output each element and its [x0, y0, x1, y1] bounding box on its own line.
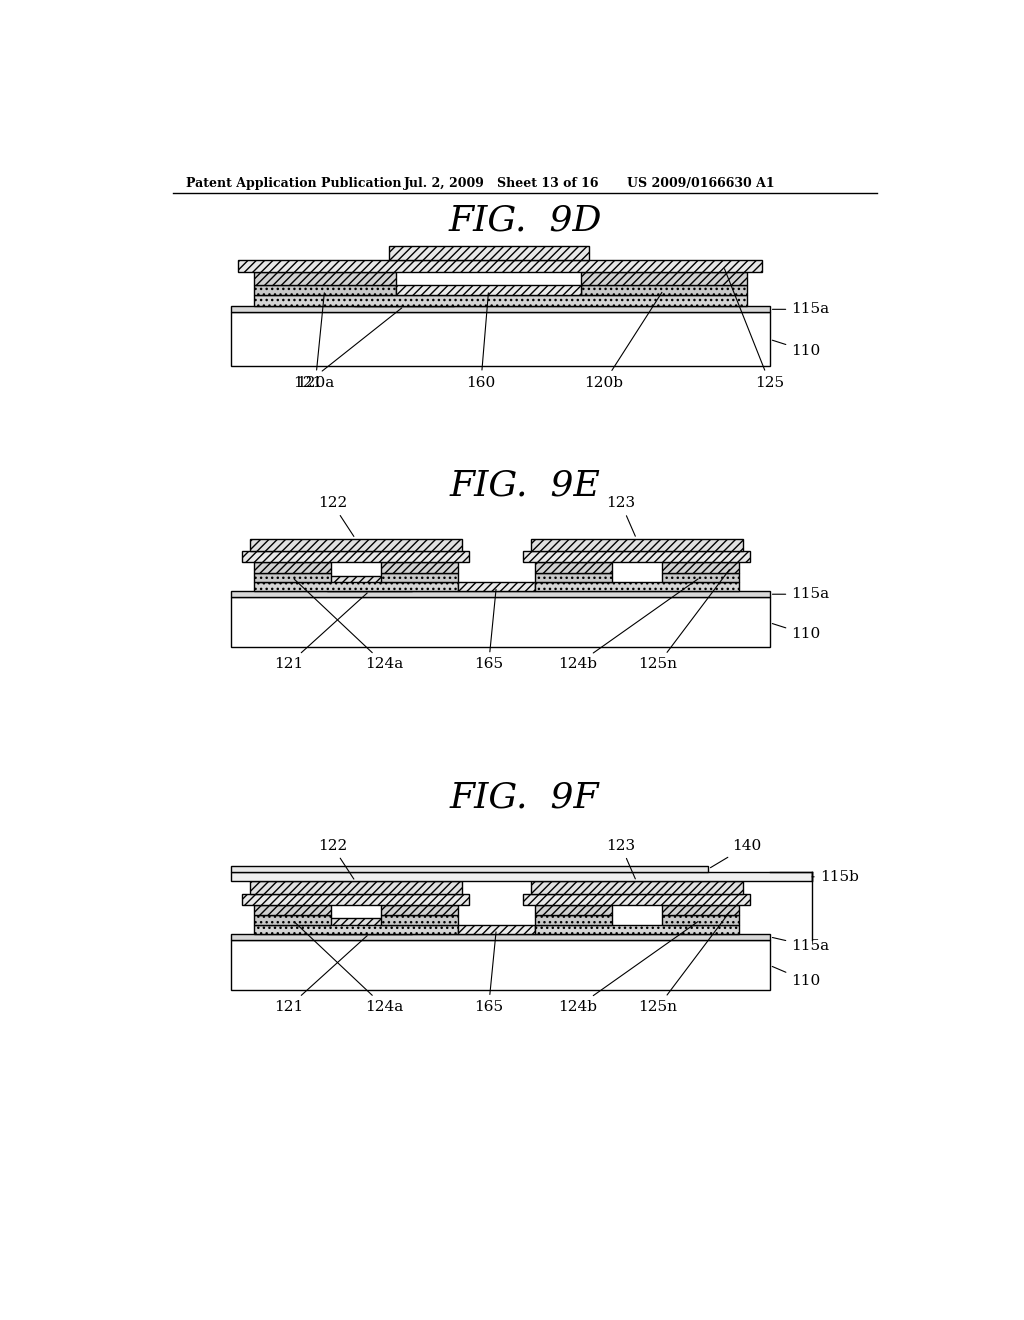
Bar: [254, 915, 331, 924]
Bar: [581, 272, 746, 285]
Text: 115a: 115a: [772, 937, 829, 953]
Bar: [535, 904, 611, 915]
Bar: [381, 904, 458, 915]
Bar: [243, 552, 469, 562]
Bar: [523, 552, 751, 562]
Bar: [230, 591, 770, 598]
Text: 115a: 115a: [772, 587, 829, 601]
Bar: [230, 873, 812, 882]
Bar: [458, 924, 535, 933]
Bar: [254, 296, 746, 306]
Text: Jul. 2, 2009   Sheet 13 of 16: Jul. 2, 2009 Sheet 13 of 16: [403, 177, 599, 190]
Text: 123: 123: [606, 840, 636, 879]
Text: 122: 122: [317, 496, 354, 536]
Text: 124a: 124a: [294, 579, 403, 672]
Bar: [254, 573, 331, 582]
Bar: [327, 919, 412, 933]
Text: 120a: 120a: [296, 293, 335, 389]
Bar: [354, 289, 454, 306]
Bar: [327, 576, 412, 591]
Bar: [254, 582, 458, 591]
Text: 115a: 115a: [772, 302, 829, 317]
Bar: [381, 562, 458, 573]
Bar: [581, 285, 746, 296]
Text: 124b: 124b: [558, 921, 698, 1014]
Bar: [230, 598, 770, 647]
Bar: [254, 904, 331, 915]
Bar: [535, 573, 611, 582]
Text: 122: 122: [317, 840, 354, 879]
Text: 121: 121: [293, 308, 401, 389]
Bar: [662, 904, 739, 915]
Bar: [250, 539, 462, 552]
Bar: [254, 924, 458, 933]
Bar: [254, 272, 396, 285]
Bar: [230, 866, 708, 873]
Text: FIG.  9D: FIG. 9D: [449, 203, 601, 238]
Bar: [535, 924, 739, 933]
Text: 124a: 124a: [294, 921, 403, 1014]
Text: 110: 110: [772, 341, 820, 358]
Text: 110: 110: [772, 623, 820, 642]
Text: 120b: 120b: [585, 293, 662, 389]
Bar: [535, 915, 611, 924]
Text: US 2009/0166630 A1: US 2009/0166630 A1: [628, 177, 775, 190]
Bar: [388, 247, 589, 260]
Text: 115b: 115b: [812, 870, 858, 884]
Bar: [523, 894, 751, 904]
Text: Patent Application Publication: Patent Application Publication: [186, 177, 401, 190]
Text: 110: 110: [772, 966, 820, 987]
Text: 121: 121: [273, 936, 368, 1014]
Text: FIG.  9F: FIG. 9F: [450, 780, 600, 814]
Text: 165: 165: [474, 932, 503, 1014]
Bar: [230, 313, 770, 367]
Bar: [662, 562, 739, 573]
Text: 125n: 125n: [639, 569, 729, 672]
Bar: [662, 573, 739, 582]
Bar: [396, 285, 581, 296]
Text: 121: 121: [273, 593, 368, 672]
Bar: [230, 940, 770, 990]
Text: 125n: 125n: [639, 912, 729, 1014]
Bar: [531, 882, 742, 894]
Text: 160: 160: [466, 293, 496, 389]
Bar: [381, 573, 458, 582]
Bar: [250, 882, 462, 894]
Bar: [243, 894, 469, 904]
Text: 123: 123: [606, 496, 636, 536]
Text: FIG.  9E: FIG. 9E: [450, 469, 600, 503]
Bar: [254, 285, 396, 296]
Bar: [531, 539, 742, 552]
Bar: [535, 562, 611, 573]
Text: 125: 125: [725, 269, 784, 389]
Text: 165: 165: [474, 589, 503, 672]
Text: 140: 140: [711, 840, 761, 867]
Bar: [381, 915, 458, 924]
Bar: [239, 260, 762, 272]
Bar: [458, 582, 535, 591]
Bar: [535, 582, 739, 591]
Bar: [230, 933, 770, 940]
Bar: [254, 562, 331, 573]
Bar: [662, 915, 739, 924]
Bar: [230, 306, 770, 313]
Text: 124b: 124b: [558, 579, 698, 672]
